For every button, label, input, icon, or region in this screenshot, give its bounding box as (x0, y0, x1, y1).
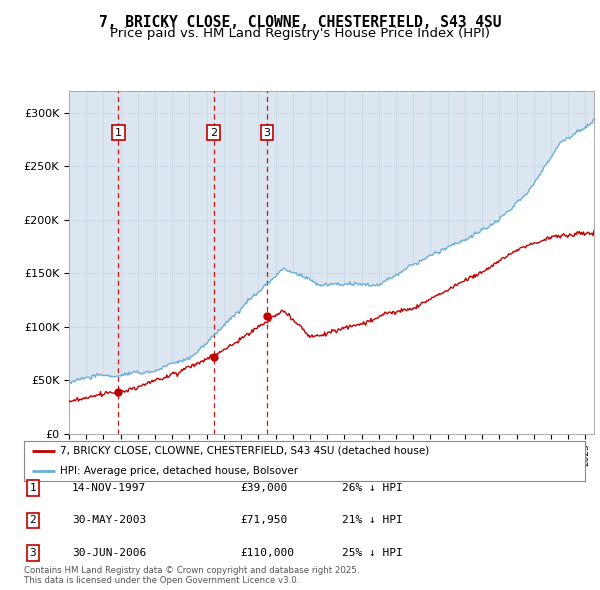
Text: 1: 1 (29, 483, 37, 493)
Text: 3: 3 (263, 127, 270, 137)
Text: £71,950: £71,950 (240, 516, 287, 525)
Text: 3: 3 (29, 548, 37, 558)
Text: HPI: Average price, detached house, Bolsover: HPI: Average price, detached house, Bols… (61, 466, 299, 476)
Text: 14-NOV-1997: 14-NOV-1997 (72, 483, 146, 493)
Text: 1: 1 (115, 127, 122, 137)
Text: 26% ↓ HPI: 26% ↓ HPI (342, 483, 403, 493)
Text: 30-JUN-2006: 30-JUN-2006 (72, 548, 146, 558)
Text: 21% ↓ HPI: 21% ↓ HPI (342, 516, 403, 525)
Text: 7, BRICKY CLOSE, CLOWNE, CHESTERFIELD, S43 4SU (detached house): 7, BRICKY CLOSE, CLOWNE, CHESTERFIELD, S… (61, 446, 430, 455)
Text: 2: 2 (210, 127, 217, 137)
Text: 2: 2 (29, 516, 37, 525)
Text: Contains HM Land Registry data © Crown copyright and database right 2025.
This d: Contains HM Land Registry data © Crown c… (24, 566, 359, 585)
Text: 25% ↓ HPI: 25% ↓ HPI (342, 548, 403, 558)
Text: 7, BRICKY CLOSE, CLOWNE, CHESTERFIELD, S43 4SU: 7, BRICKY CLOSE, CLOWNE, CHESTERFIELD, S… (99, 15, 501, 30)
Text: 30-MAY-2003: 30-MAY-2003 (72, 516, 146, 525)
Text: Price paid vs. HM Land Registry's House Price Index (HPI): Price paid vs. HM Land Registry's House … (110, 27, 490, 40)
Text: £39,000: £39,000 (240, 483, 287, 493)
Text: £110,000: £110,000 (240, 548, 294, 558)
